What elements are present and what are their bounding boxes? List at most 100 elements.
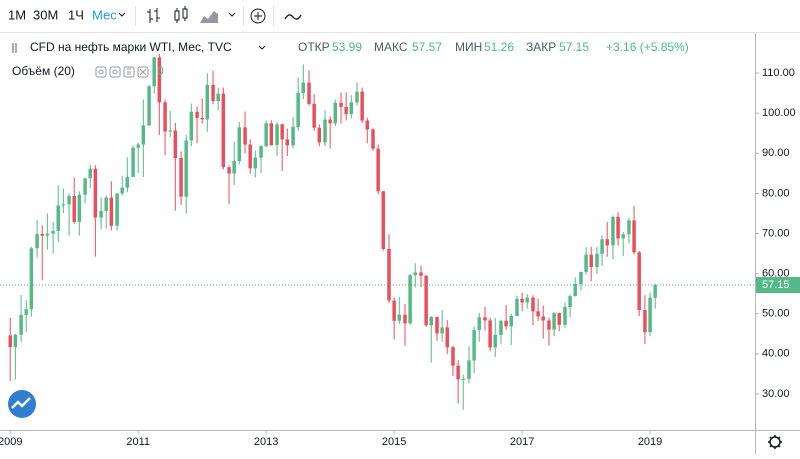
- candle-body: [472, 330, 476, 361]
- candles-style-button[interactable]: [174, 6, 188, 23]
- candle-body: [621, 234, 625, 239]
- candle-body: [312, 103, 316, 128]
- candle-body: [35, 233, 39, 249]
- candle-body: [232, 161, 236, 174]
- candle-body: [83, 178, 87, 195]
- candle-body: [67, 195, 71, 205]
- ohlc-label: МИН: [455, 40, 482, 54]
- candle-body: [173, 130, 178, 159]
- candle-body: [109, 197, 114, 226]
- candle-body: [515, 298, 519, 316]
- candle-body: [451, 347, 455, 366]
- candle-body: [563, 307, 567, 325]
- candle-body: [136, 144, 140, 148]
- y-tick-label: 30.00: [762, 388, 790, 400]
- candle-body: [632, 220, 636, 253]
- ohlc-label: ЗАКР: [526, 40, 556, 54]
- candle-body: [355, 91, 359, 103]
- candle-body: [419, 272, 423, 276]
- candle-body: [531, 297, 535, 312]
- candle-body: [456, 365, 460, 380]
- candle-body: [280, 124, 284, 140]
- candle-body: [131, 147, 135, 177]
- candle-body: [264, 123, 268, 147]
- axes: 30.00 40.00 50.00 60.00 70.00 80.00 90.00 100.0…: [0, 67, 800, 448]
- candle-body: [24, 309, 28, 316]
- x-tick-label: 2011: [126, 436, 150, 448]
- x-tick-label: 2009: [0, 436, 22, 448]
- interval-button[interactable]: 1М: [8, 7, 26, 22]
- candle-body: [435, 316, 439, 334]
- last-price-tag: [756, 277, 800, 294]
- bars-style-button[interactable]: [147, 8, 160, 23]
- interval-button[interactable]: Мес: [92, 7, 117, 22]
- candle-body: [275, 124, 279, 146]
- candle-body: [371, 129, 375, 149]
- area-style-button[interactable]: [200, 11, 218, 23]
- candle-body: [56, 205, 60, 232]
- candle-body: [333, 102, 338, 124]
- y-tick-label: 80.00: [762, 187, 790, 199]
- candle-body: [557, 313, 561, 325]
- candle-body: [147, 86, 151, 126]
- dropdown-arrow[interactable]: [118, 12, 126, 17]
- toolbar: 1М 30М 1Ч Мес: [0, 6, 800, 33]
- candle-body: [19, 315, 23, 335]
- candle-body: [536, 311, 540, 317]
- candle-body: [157, 57, 162, 103]
- x-tick-label: 2013: [254, 436, 278, 448]
- candle-body: [600, 239, 604, 254]
- symbol-title: CFD на нефть марки WTI, Мес, TVC: [30, 40, 232, 54]
- candle-body: [285, 139, 290, 146]
- candle-body: [93, 168, 98, 218]
- candle-body: [579, 271, 583, 285]
- ohlc-value: 57.15: [559, 40, 589, 54]
- candle-body: [605, 239, 609, 246]
- candle-body: [477, 317, 481, 331]
- candle-body: [573, 284, 577, 297]
- candle-body: [152, 57, 156, 87]
- candle-body: [509, 315, 513, 327]
- interval-button[interactable]: 1Ч: [68, 7, 84, 22]
- candle-body: [184, 140, 188, 197]
- candle-body: [445, 327, 449, 348]
- candle-body: [440, 327, 444, 334]
- candle-body: [45, 233, 50, 236]
- candle-body: [595, 253, 599, 268]
- candle-body: [40, 233, 44, 236]
- candle-body: [115, 193, 119, 226]
- x-tick-label: 2019: [638, 436, 662, 448]
- dropdown-arrow[interactable]: [258, 45, 266, 50]
- candle-body: [61, 204, 66, 206]
- add-indicator-button[interactable]: [250, 8, 266, 24]
- candle-body: [653, 285, 657, 298]
- candle-body: [205, 84, 210, 120]
- plot-area: [0, 53, 755, 410]
- candle-body: [424, 275, 428, 326]
- dropdown-arrow[interactable]: [228, 12, 236, 17]
- candle-body: [637, 252, 641, 310]
- candle-body: [429, 316, 433, 326]
- candle-body: [301, 82, 306, 94]
- candle-body: [467, 360, 471, 379]
- candle-body: [88, 168, 92, 179]
- indicator-controls[interactable]: [95, 66, 149, 78]
- candle-body: [552, 313, 556, 330]
- ohlc-label: ОТКР: [298, 40, 330, 54]
- candle-body: [29, 248, 34, 310]
- x-tick-label: 2015: [382, 436, 406, 448]
- candle-body: [99, 210, 103, 218]
- candle-body: [413, 272, 417, 276]
- candle-body: [248, 144, 252, 169]
- compare-button[interactable]: [284, 14, 302, 20]
- candle-body: [504, 320, 508, 327]
- y-tick-label: 90.00: [762, 147, 790, 159]
- candle-body: [227, 167, 231, 174]
- candle-body: [387, 248, 391, 301]
- interval-button[interactable]: 30М: [33, 7, 58, 22]
- y-tick-label: 110.00: [762, 67, 795, 79]
- settings-button[interactable]: [768, 435, 782, 449]
- y-tick-label: 60.00: [762, 268, 790, 280]
- candle-body: [120, 187, 124, 194]
